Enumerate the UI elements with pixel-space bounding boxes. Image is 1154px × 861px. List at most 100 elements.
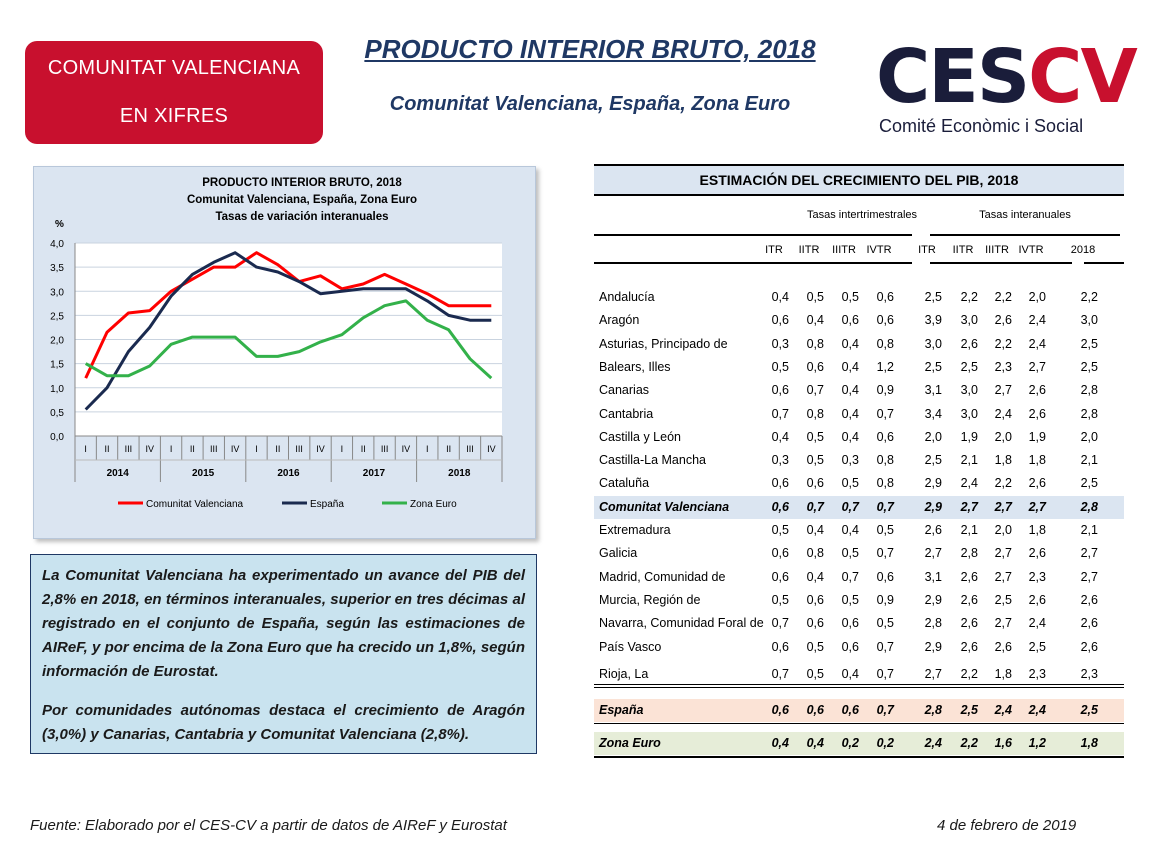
table-cell: 2,0 [1028, 290, 1046, 304]
y-tick-label: 1,5 [50, 360, 64, 371]
row-label: Cataluña [599, 476, 650, 491]
legend-label: Comunitat Valenciana [146, 499, 244, 510]
table-cell: 0,5 [806, 639, 824, 654]
table-cell: 2,6 [960, 616, 978, 631]
y-tick-label: 0,5 [50, 408, 64, 419]
table-cell: 0,6 [841, 639, 859, 654]
header-rule-interanual [930, 234, 1120, 236]
table-cell: 2,2 [994, 476, 1012, 491]
table-cell: 2,1 [1080, 453, 1098, 468]
table-rule [594, 684, 1124, 685]
x-tick-label: II [190, 444, 195, 454]
table-cell: 0,6 [876, 313, 894, 328]
table-cell: 1,6 [994, 736, 1012, 750]
column-header-rule [1084, 262, 1124, 264]
table-row: Extremadura 0,5 0,4 0,4 0,5 2,6 2,1 2,0 1,8 2,1 [594, 519, 1124, 542]
table-cell: 2,6 [994, 313, 1012, 328]
year-label: 2018 [448, 468, 471, 479]
row-label: Extremadura [599, 523, 671, 537]
table-cell: 3,0 [1080, 313, 1098, 328]
gdp-chart-panel: PRODUCTO INTERIOR BRUTO, 2018 Comunitat V… [33, 166, 536, 539]
table-cell: 2,2 [960, 736, 978, 750]
table-row: Andalucía 0,4 0,5 0,5 0,6 2,5 2,2 2,2 2,0 2,2 [594, 286, 1124, 309]
table-cell: 0,5 [771, 592, 789, 607]
table-cell: 2,5 [960, 359, 978, 374]
table-cell: 0,6 [876, 429, 894, 444]
column-header-rule [762, 262, 912, 264]
table-row: Comunitat Valenciana 0,6 0,7 0,7 0,7 2,9 2,7 2,… [594, 495, 1124, 519]
table-cell: 2,7 [924, 546, 942, 561]
row-label: Balears, Illes [599, 359, 671, 374]
row-label: Asturias, Principado de [599, 336, 728, 351]
logo-tagline: Comité Econòmic i Social [879, 116, 1084, 136]
table-cell: 0,7 [876, 666, 894, 681]
table-row: Balears, Illes 0,5 0,6 0,4 1,2 2,5 2,5 2,3 2,7 2,… [594, 356, 1124, 379]
y-tick-label: 2,0 [50, 336, 64, 347]
table-cell: 2,5 [960, 703, 978, 717]
table-cell: 2,7 [1080, 569, 1098, 584]
table-title: ESTIMACIÓN DEL CRECIMIENTO DEL PIB, 2018 [594, 164, 1124, 196]
table-cell: 2,5 [1080, 336, 1098, 351]
table-cell: 2,0 [994, 523, 1012, 537]
table-row: Cantabria 0,7 0,8 0,4 0,7 3,4 3,0 2,4 2,6 2,8 [594, 403, 1124, 426]
table-cell: 1,8 [1028, 453, 1046, 468]
table-cell: 0,4 [806, 523, 824, 537]
group-header-intertrimestral: Tasas intertrimestrales [806, 209, 918, 221]
table-cell: 0,6 [771, 569, 789, 584]
table-cell: 0,6 [806, 592, 824, 607]
table-cell: 2,5 [924, 453, 942, 468]
cescv-logo: CESCV Comité Econòmic i Social [876, 32, 1138, 142]
table-cell: 0,9 [876, 383, 894, 398]
table-cell: 2,0 [994, 429, 1012, 444]
table-row: Cataluña 0,6 0,6 0,5 0,8 2,9 2,4 2,2 2,6 2,5 [594, 472, 1124, 495]
table-cell: 2,6 [1080, 616, 1098, 631]
summary-textbox: La Comunitat Valenciana ha experimentado… [30, 554, 537, 754]
table-cell: 1,8 [994, 453, 1012, 468]
chart-title: PRODUCTO INTERIOR BRUTO, 2018 [202, 177, 402, 189]
table-row: Rioja, La 0,7 0,5 0,4 0,7 2,7 2,2 1,8 2,3 2,3 [594, 663, 1124, 686]
row-label: España [599, 703, 644, 717]
table-cell: 2,6 [1028, 592, 1046, 607]
table-cell: 2,6 [994, 639, 1012, 654]
table-cell: 2,9 [924, 639, 942, 654]
logo-wordmark: CESCV [876, 34, 1138, 120]
table-cell: 0,8 [806, 336, 824, 351]
table-cell: 2,7 [994, 616, 1012, 631]
legend-label: España [310, 499, 344, 510]
table-cell: 2,7 [960, 499, 978, 514]
table-cell: 0,8 [806, 546, 824, 561]
x-tick-label: IV [316, 444, 325, 454]
x-tick-label: III [466, 444, 474, 454]
table-row: Asturias, Principado de 0,3 0,8 0,4 0,8 3,0 2,… [594, 333, 1124, 356]
column-header: ITR [765, 244, 783, 256]
table-cell: 0,5 [841, 290, 859, 304]
table-cell: 2,3 [1028, 569, 1046, 584]
table-row: Madrid, Comunidad de 0,6 0,4 0,7 0,6 3,1 2,6 2,… [594, 566, 1124, 589]
table-cell: 1,9 [1028, 429, 1046, 444]
table-cell: 0,8 [876, 476, 894, 491]
table-cell: 0,6 [841, 616, 859, 631]
table-cell: 2,4 [924, 736, 942, 750]
table-cell: 2,7 [994, 499, 1012, 514]
table-cell: 2,7 [1028, 359, 1046, 374]
table-cell: 2,1 [960, 453, 978, 468]
table-cell: 0,5 [876, 523, 894, 537]
series-line-zona-euro [84, 299, 493, 380]
column-header: IITR [952, 244, 974, 256]
year-label: 2014 [107, 468, 130, 479]
table-cell: 0,6 [876, 569, 894, 584]
table-cell: 0,4 [771, 429, 789, 444]
column-header-rule [594, 262, 762, 264]
table-cell: 2,6 [1028, 383, 1046, 398]
year-label: 2017 [363, 468, 386, 479]
table-cell: 2,9 [924, 499, 942, 514]
x-tick-label: II [361, 444, 366, 454]
table-row: Castilla y León 0,4 0,5 0,4 0,6 2,0 1,9 2,0 1,9 2… [594, 426, 1124, 449]
table-cell: 3,4 [924, 406, 942, 421]
table-cell: 2,4 [1028, 336, 1046, 351]
table-cell: 0,7 [841, 499, 859, 514]
column-header: IITR [798, 244, 820, 256]
table-rule [594, 723, 1124, 724]
table-cell: 2,6 [1028, 406, 1046, 421]
row-label: Zona Euro [599, 736, 661, 750]
